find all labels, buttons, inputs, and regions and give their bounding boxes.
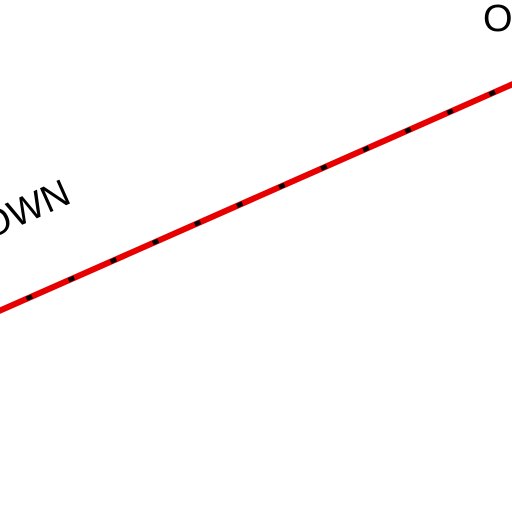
- route-line-casing: [0, 81, 512, 314]
- road-label-o: O: [483, 0, 512, 40]
- route-line[interactable]: [0, 80, 512, 315]
